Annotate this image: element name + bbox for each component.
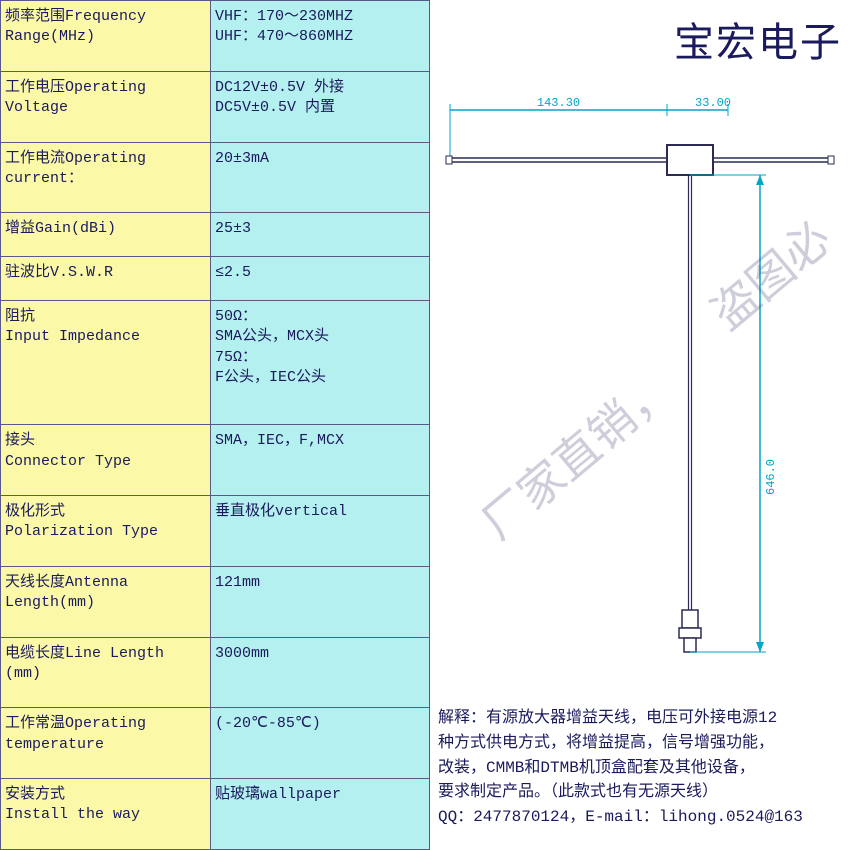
svg-text:646.0: 646.0 <box>764 459 778 495</box>
table-row: 接头 Connector TypeSMA，IEC，F,MCX <box>1 425 430 496</box>
table-row: 驻波比V.S.W.R≤2.5 <box>1 257 430 301</box>
description-line: 解释：有源放大器增益天线，电压可外接电源12 <box>438 706 842 731</box>
spec-label: 驻波比V.S.W.R <box>1 257 211 301</box>
spec-value: 贴玻璃wallpaper <box>211 779 430 850</box>
spec-label: 阻抗 Input Impedance <box>1 301 211 425</box>
spec-label: 工作常温Operating temperature <box>1 708 211 779</box>
spec-table: 频率范围Frequency Range(MHz)VHF：170～230MHZ U… <box>0 0 430 850</box>
svg-text:143.30: 143.30 <box>537 96 580 110</box>
spec-value: VHF：170～230MHZ UHF：470～860MHZ <box>211 1 430 72</box>
description-line: 要求制定产品。（此款式也有无源天线） <box>438 780 842 805</box>
spec-value: (-20℃-85℃) <box>211 708 430 779</box>
description-line: QQ：2477870124，E-mail：lihong.0524@163 <box>438 805 842 830</box>
spec-label: 天线长度Antenna Length(mm) <box>1 566 211 637</box>
table-row: 频率范围Frequency Range(MHz)VHF：170～230MHZ U… <box>1 1 430 72</box>
spec-value: ≤2.5 <box>211 257 430 301</box>
brand-title: 宝宏电子 <box>674 10 842 68</box>
table-row: 电缆长度Line Length (mm)3000mm <box>1 637 430 708</box>
spec-label: 频率范围Frequency Range(MHz) <box>1 1 211 72</box>
description-line: 改装，CMMB和DTMB机顶盒配套及其他设备， <box>438 756 842 781</box>
page-root: 频率范围Frequency Range(MHz)VHF：170～230MHZ U… <box>0 0 850 850</box>
table-row: 极化形式 Polarization Type垂直极化vertical <box>1 496 430 567</box>
table-row: 工作电流Operating current：20±3mA <box>1 142 430 213</box>
spec-label: 增益Gain(dBi) <box>1 213 211 257</box>
antenna-diagram: 143.30 33.00 646.0 <box>430 90 850 660</box>
spec-label: 电缆长度Line Length (mm) <box>1 637 211 708</box>
spec-value: 3000mm <box>211 637 430 708</box>
table-row: 增益Gain(dBi)25±3 <box>1 213 430 257</box>
svg-text:33.00: 33.00 <box>695 96 731 110</box>
spec-label: 工作电压Operating Voltage <box>1 71 211 142</box>
right-panel: 宝宏电子 143.3033.00646.0 厂家直销， 盗图必 解释：有源放大器… <box>430 0 850 850</box>
spec-value: DC12V±0.5V 外接 DC5V±0.5V 内置 <box>211 71 430 142</box>
spec-label: 极化形式 Polarization Type <box>1 496 211 567</box>
spec-value: 121mm <box>211 566 430 637</box>
spec-label: 安装方式 Install the way <box>1 779 211 850</box>
table-row: 阻抗 Input Impedance50Ω： SMA公头，MCX头 75Ω： F… <box>1 301 430 425</box>
spec-value: 垂直极化vertical <box>211 496 430 567</box>
spec-value: 25±3 <box>211 213 430 257</box>
spec-value: SMA，IEC，F,MCX <box>211 425 430 496</box>
table-row: 工作电压Operating VoltageDC12V±0.5V 外接 DC5V±… <box>1 71 430 142</box>
spec-value: 50Ω： SMA公头，MCX头 75Ω： F公头，IEC公头 <box>211 301 430 425</box>
description-line: 种方式供电方式，将增益提高，信号增强功能， <box>438 731 842 756</box>
spec-label: 接头 Connector Type <box>1 425 211 496</box>
spec-label: 工作电流Operating current： <box>1 142 211 213</box>
table-row: 安装方式 Install the way贴玻璃wallpaper <box>1 779 430 850</box>
table-row: 工作常温Operating temperature(-20℃-85℃) <box>1 708 430 779</box>
description-block: 解释：有源放大器增益天线，电压可外接电源12 种方式供电方式，将增益提高，信号增… <box>438 706 842 830</box>
spec-value: 20±3mA <box>211 142 430 213</box>
table-row: 天线长度Antenna Length(mm)121mm <box>1 566 430 637</box>
